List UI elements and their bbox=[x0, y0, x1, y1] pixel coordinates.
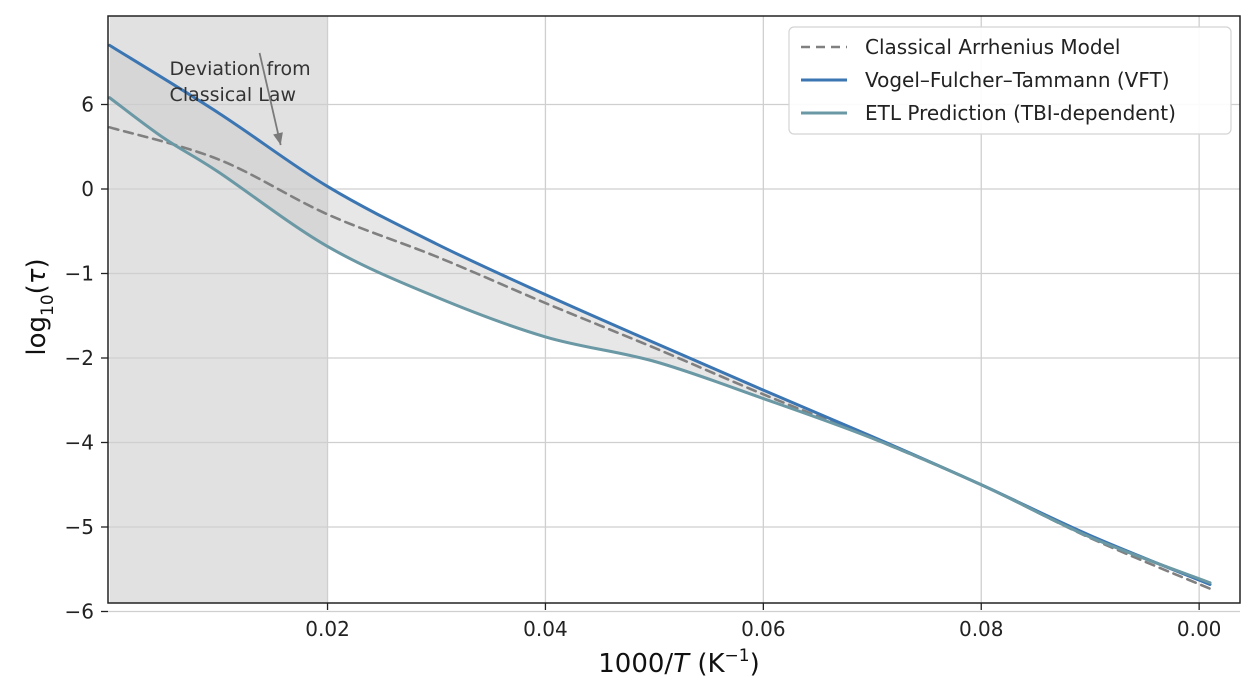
y-tick-label: −5 bbox=[65, 515, 94, 539]
x-tick-label: 0.04 bbox=[523, 617, 568, 641]
legend-label: Vogel–Fulcher–Tammann (VFT) bbox=[865, 68, 1170, 92]
legend-label: ETL Prediction (TBI-dependent) bbox=[865, 101, 1176, 125]
y-axis-label: log10(τ) bbox=[22, 258, 58, 355]
series-layer bbox=[108, 43, 1212, 590]
y-axis-ticks: 6 0 −1 −2 −4 −5 −6 bbox=[65, 93, 108, 624]
y-tick-label: 0 bbox=[81, 177, 94, 201]
y-tick-label: 6 bbox=[81, 93, 94, 117]
x-tick-label: 0.02 bbox=[305, 617, 350, 641]
x-tick-label: 0.06 bbox=[741, 617, 786, 641]
x-tick-label: 0.00 bbox=[1177, 617, 1222, 641]
legend-label: Classical Arrhenius Model bbox=[865, 35, 1120, 59]
x-axis-ticks: 0.02 0.04 0.06 0.08 0.00 bbox=[305, 603, 1221, 641]
legend-box bbox=[788, 26, 1232, 135]
x-tick-label: 0.08 bbox=[959, 617, 1004, 641]
grid-lines bbox=[108, 16, 1240, 613]
legend: Classical Arrhenius Model Vogel–Fulcher–T… bbox=[788, 26, 1232, 135]
series-line-3 bbox=[108, 96, 1212, 585]
plot-frame bbox=[107, 15, 1241, 604]
annotation: Deviation from Classical Law bbox=[170, 52, 311, 146]
annotation-arrow-head bbox=[273, 132, 283, 146]
annotation-text-line: Deviation from bbox=[170, 58, 311, 80]
annotation-text-line: Classical Law bbox=[170, 84, 296, 106]
x-axis-label: 1000/T (K−1) bbox=[598, 646, 760, 679]
y-tick-label: −6 bbox=[65, 600, 94, 624]
y-tick-label: −1 bbox=[65, 262, 94, 286]
y-tick-label: −4 bbox=[65, 431, 94, 455]
annotation-arrow-line bbox=[258, 52, 282, 146]
y-tick-label: −2 bbox=[65, 346, 94, 370]
